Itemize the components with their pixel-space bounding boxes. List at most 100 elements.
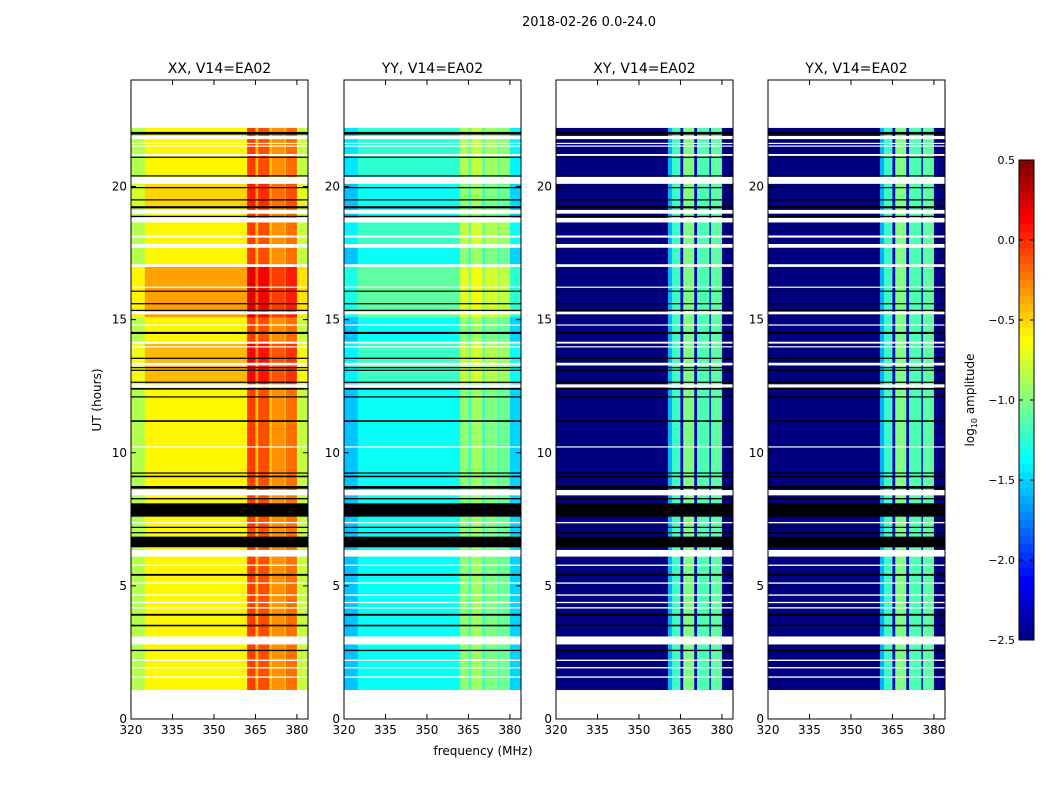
heatmap-cell [933, 127, 946, 691]
flagged-row-black [131, 536, 308, 548]
heatmap-cell [144, 266, 248, 318]
heatmap-cell [485, 218, 498, 246]
x-tick-label: 320 [545, 723, 568, 737]
flagged-row-white [768, 235, 945, 238]
x-tick-label: 365 [669, 723, 692, 737]
flagged-row-black [344, 388, 521, 390]
heatmap-cell [468, 218, 472, 246]
flagged-row-white [344, 217, 521, 223]
flagged-row-white [344, 659, 521, 661]
flagged-row-white [344, 346, 521, 348]
flagged-row-white [131, 324, 308, 326]
flagged-row-white [131, 446, 308, 448]
flagged-row-white [768, 145, 945, 147]
flagged-row-white [131, 594, 308, 596]
flagged-row-white [131, 217, 308, 223]
heatmap-cell [509, 266, 522, 318]
heatmap-cell [460, 127, 469, 177]
heatmap-cell [482, 127, 486, 177]
flagged-row-black [556, 331, 733, 335]
heatmap-cell [460, 175, 469, 219]
colorbar-segment [1019, 448, 1034, 457]
flagged-row-white [344, 676, 521, 678]
heatmap-cell [485, 316, 498, 344]
colorbar-segment [1019, 392, 1034, 401]
heatmap-cell [269, 266, 273, 318]
colorbar-segment [1019, 616, 1034, 625]
flagged-row-white [768, 244, 945, 248]
flagged-row-white [344, 667, 521, 669]
flagged-row-white [344, 154, 521, 156]
flagged-row-black [768, 381, 945, 383]
flagged-row-white [344, 601, 521, 604]
colorbar-segment [1019, 176, 1034, 185]
flagged-row-white [556, 145, 733, 147]
colorbar-segment [1019, 224, 1034, 233]
flagged-row-black [768, 624, 945, 627]
flagged-row-black [131, 331, 308, 335]
colorbar-tick-label: −0.5 [988, 314, 1015, 327]
flagged-row-black [131, 532, 308, 534]
heatmap-cell [258, 127, 270, 185]
heatmap-cell [460, 245, 469, 267]
y-tick-label: 0 [119, 712, 127, 726]
flagged-row-black [344, 381, 521, 383]
flagged-row-white [131, 549, 308, 557]
flagged-row-black [131, 369, 308, 371]
heatmap-cell [357, 127, 461, 177]
flagged-row-white [131, 384, 308, 388]
flagged-row-white [768, 636, 945, 645]
heatmap-cell [497, 245, 500, 267]
heatmap-cell [255, 127, 259, 185]
heatmap-cell [498, 175, 511, 219]
flagged-row-white [344, 594, 521, 596]
flagged-row-black [556, 649, 733, 652]
heatmap-cell [884, 127, 893, 691]
heatmap-cell [131, 183, 146, 209]
colorbar-segment [1019, 336, 1034, 345]
colorbar-label-rest: amplitude [963, 354, 977, 418]
heatmap-cell [497, 218, 500, 246]
heatmap-cell [509, 245, 522, 267]
panel-title: XY, V14=EA02 [593, 61, 695, 77]
heatmap-cell [509, 316, 522, 344]
flagged-row-white [344, 549, 521, 557]
heatmap-cell [269, 316, 273, 344]
flagged-row-black [768, 472, 945, 474]
flagged-row-black [556, 199, 733, 201]
flagged-row-white [768, 324, 945, 326]
heatmap-cell [144, 316, 248, 344]
flagged-row-black [344, 206, 521, 209]
flagged-row-white [344, 286, 521, 288]
colorbar-tick-label: −1.0 [988, 394, 1015, 407]
heatmap-cell [468, 316, 472, 344]
flagged-row-white [131, 311, 308, 315]
flagged-row-black [768, 303, 945, 305]
heatmap-cell [357, 316, 461, 344]
heatmap-cell [497, 316, 500, 344]
flagged-row-white [768, 341, 945, 344]
panel-title: YY, V14=EA02 [381, 61, 483, 77]
flagged-row-white [131, 676, 308, 678]
heatmap-cell [482, 175, 486, 219]
heatmap-cell [471, 127, 483, 177]
flagged-row-white [556, 601, 733, 604]
flagged-row-white [768, 607, 945, 609]
flagged-row-black [768, 369, 945, 371]
flagged-row-black [768, 290, 945, 292]
y-tick-label: 15 [749, 313, 764, 327]
heatmap-cell [498, 127, 511, 177]
y-tick-label: 15 [325, 313, 340, 327]
panel-title: YX, V14=EA02 [804, 61, 907, 77]
colorbar-segment [1019, 280, 1034, 289]
y-tick-label: 5 [119, 579, 127, 593]
heatmap-cell [509, 218, 522, 246]
heatmap-cell [498, 245, 511, 267]
heatmap-cell [468, 266, 472, 318]
flagged-row-white [556, 362, 733, 366]
flagged-row-black [344, 498, 521, 500]
panel-yy: YY, V14=EA02 320 335 350 365 380 0 5 10 15 20 [325, 61, 522, 737]
heatmap-cell [509, 127, 522, 177]
flagged-row-black [344, 472, 521, 474]
